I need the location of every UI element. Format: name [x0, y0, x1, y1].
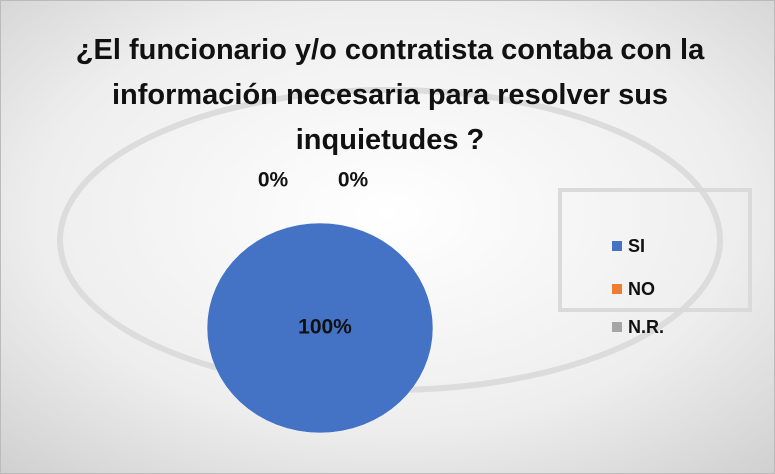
watermark — [558, 188, 752, 312]
legend-label: SI — [628, 236, 645, 256]
pie-slice — [206, 222, 434, 434]
data-label: 0% — [338, 169, 369, 192]
data-label: 100% — [298, 316, 352, 339]
legend-swatch — [612, 322, 622, 332]
chart-title: ¿El funcionario y/o contratista contaba … — [75, 34, 705, 156]
legend-label: NO — [628, 279, 655, 299]
legend-swatch — [612, 241, 622, 251]
legend-swatch — [612, 284, 622, 294]
data-label: 0% — [258, 169, 289, 192]
legend-label: N.R. — [628, 317, 664, 337]
